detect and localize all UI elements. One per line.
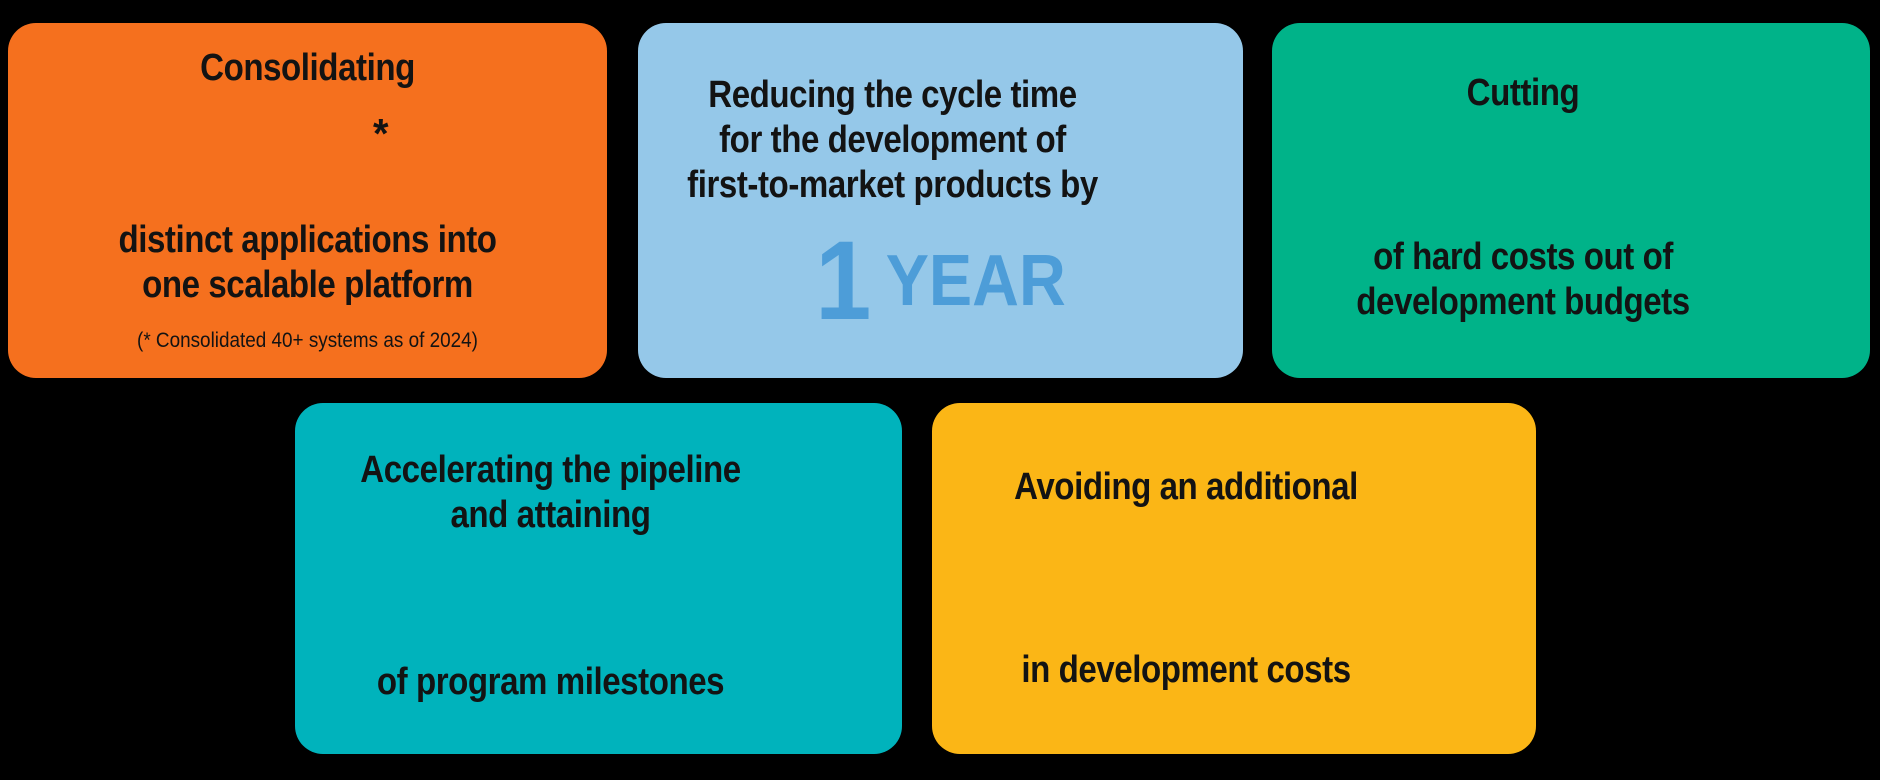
card-heading: Avoiding an additional — [923, 465, 1448, 510]
footnote-marker: * — [372, 110, 389, 157]
heading-line: Avoiding an additional — [1014, 466, 1358, 508]
card-consolidating: Consolidating * distinct applications in… — [8, 23, 607, 378]
card-body: distinct applications into one scalable … — [47, 218, 568, 308]
card-footnote: (* Consolidated 40+ systems as of 2024) — [137, 329, 478, 352]
card-cost-avoidance: Avoiding an additional in development co… — [932, 403, 1536, 754]
body-line: development budgets — [1356, 281, 1690, 323]
heading-line: and attaining — [450, 494, 651, 536]
heading-line: Accelerating the pipeline — [360, 449, 741, 491]
body-line: in development costs — [1021, 649, 1351, 691]
heading-line: first-to-market products by — [687, 164, 1098, 206]
metric-unit: YEAR — [885, 241, 1066, 321]
card-title: Consolidating — [200, 47, 415, 89]
card-title: Cutting — [1466, 72, 1580, 114]
card-pipeline: Accelerating the pipeline and attaining … — [295, 403, 902, 754]
body-line: distinct applications into — [118, 219, 497, 261]
card-body: of hard costs out of development budgets — [1263, 235, 1783, 325]
card-body: in development costs — [923, 648, 1448, 693]
card-cycle-time: Reducing the cycle time for the developm… — [638, 23, 1243, 378]
body-line: of hard costs out of — [1373, 236, 1673, 278]
metric-value: 1 — [815, 218, 872, 343]
card-heading: Accelerating the pipeline and attaining — [286, 448, 814, 538]
body-line: one scalable platform — [142, 264, 473, 306]
card-hard-costs: Cutting of hard costs out of development… — [1272, 23, 1870, 378]
card-heading: Reducing the cycle time for the developm… — [629, 73, 1155, 208]
heading-line: for the development of — [719, 119, 1066, 161]
body-line: of program milestones — [376, 661, 725, 703]
card-body: of program milestones — [286, 660, 814, 705]
heading-line: Reducing the cycle time — [708, 74, 1077, 116]
metric: 1 YEAR — [668, 225, 1213, 337]
